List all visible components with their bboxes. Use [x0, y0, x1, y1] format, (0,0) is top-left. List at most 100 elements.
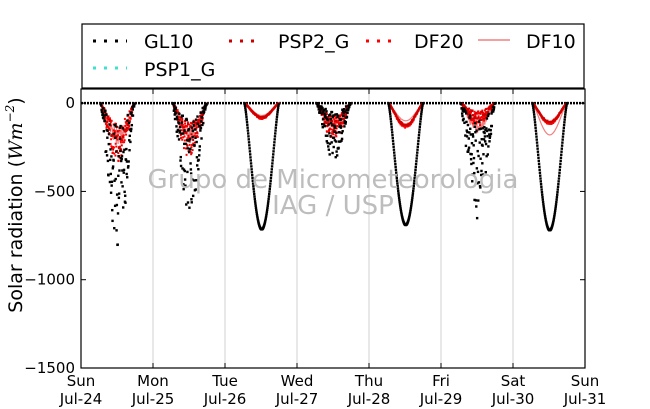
gl10-point: [117, 196, 121, 200]
gl10-point: [254, 206, 258, 210]
df20-point: [408, 124, 411, 127]
gl10-point: [400, 211, 403, 215]
gl10-point: [122, 171, 125, 174]
gl10-point: [265, 208, 269, 212]
gl10-point: [391, 136, 394, 140]
gl10-point: [415, 154, 419, 157]
gl10-point: [532, 108, 535, 112]
gl10-point: [326, 118, 330, 122]
gl10-point: [332, 114, 335, 117]
psp2-point: [199, 114, 202, 117]
gl10-point: [275, 120, 278, 124]
legend-label-psp2: PSP2_G: [278, 31, 349, 53]
gl10-point: [129, 129, 133, 133]
gl10-point: [176, 134, 179, 138]
gl10-point: [255, 210, 258, 213]
gl10-point: [183, 178, 187, 181]
gl10-point: [270, 165, 274, 168]
gl10-point: [389, 117, 392, 121]
gl10-point: [111, 165, 115, 168]
gl10-point: [464, 134, 467, 137]
gl10-point: [387, 102, 390, 106]
psp2-point: [194, 132, 197, 135]
gl10-point: [400, 214, 404, 218]
gl10-point: [270, 173, 273, 177]
gl10-point: [486, 153, 489, 156]
df20-point: [128, 110, 131, 113]
gl10-point: [113, 179, 116, 182]
gl10-point: [414, 168, 417, 172]
df20-point: [109, 142, 112, 145]
gl10-point: [467, 150, 470, 154]
gl10-point: [390, 131, 394, 134]
gl10-point: [263, 221, 267, 224]
psp2-point: [484, 108, 487, 111]
x-tick-label-day-7: Sun: [571, 372, 600, 390]
df20-point: [124, 124, 127, 127]
gl10-point: [251, 176, 254, 180]
gl10-point: [553, 209, 557, 212]
legend: GL10 PSP2_G DF20 DF10 PSP1_G: [81, 23, 585, 89]
psp2-point: [392, 110, 395, 113]
gl10-point: [202, 121, 205, 125]
gl10-point: [540, 185, 543, 189]
gl10-point: [180, 121, 183, 124]
gl10-point: [474, 130, 477, 134]
psp2-point: [464, 105, 467, 108]
df20-point: [109, 121, 112, 124]
gl10-point: [187, 150, 191, 154]
gl10-point: [190, 201, 193, 204]
gl10-point: [410, 202, 413, 206]
df20-point: [337, 119, 340, 122]
gl10-point: [172, 103, 175, 106]
psp2-point: [121, 135, 124, 138]
gl10-point: [127, 165, 130, 168]
psp2-point: [117, 152, 120, 155]
gl10-point: [535, 141, 539, 144]
gl10-point: [417, 136, 420, 140]
gl10-point: [126, 176, 129, 179]
gl10-point: [487, 128, 491, 131]
psp2-point: [320, 113, 323, 116]
df10-line-day-6: [531, 102, 569, 136]
psp2-point: [195, 121, 198, 124]
gl10-point: [267, 195, 271, 198]
gl10-point: [560, 150, 563, 153]
gl10-point: [416, 145, 420, 148]
gl10-point: [532, 106, 535, 109]
gl10-point: [414, 162, 418, 166]
gl10-point: [197, 168, 200, 171]
df20-point: [489, 108, 492, 111]
gl10-point: [340, 118, 343, 121]
gl10-point: [198, 145, 201, 148]
gl10-point: [535, 138, 538, 141]
df20-point: [477, 115, 480, 118]
gl10-point: [120, 181, 123, 184]
gl10-point: [329, 121, 333, 125]
df20-point: [113, 130, 116, 133]
gl10-point: [553, 213, 556, 216]
df20-point: [334, 134, 337, 137]
gl10-point: [331, 115, 335, 119]
df20-point: [119, 139, 122, 142]
gl10-point: [204, 108, 207, 111]
gl10-point: [484, 140, 487, 143]
gl10-point: [189, 168, 193, 171]
df20-point: [123, 117, 126, 120]
psp2-point: [192, 138, 195, 141]
gl10-point: [552, 219, 555, 223]
gl10-point: [560, 153, 563, 156]
psp2-point: [331, 123, 334, 126]
gl10-point: [115, 203, 119, 207]
gl10-point: [399, 208, 403, 211]
gl10-point: [191, 129, 195, 133]
gl10-point: [245, 115, 248, 119]
gl10-point: [328, 142, 332, 145]
psp2-point: [201, 114, 204, 117]
gl10-point: [110, 155, 113, 158]
gl10-point: [101, 112, 104, 115]
gl10-point: [555, 196, 559, 199]
gl10-point: [340, 137, 344, 141]
df20-point: [191, 149, 194, 152]
df20-point: [336, 131, 339, 134]
